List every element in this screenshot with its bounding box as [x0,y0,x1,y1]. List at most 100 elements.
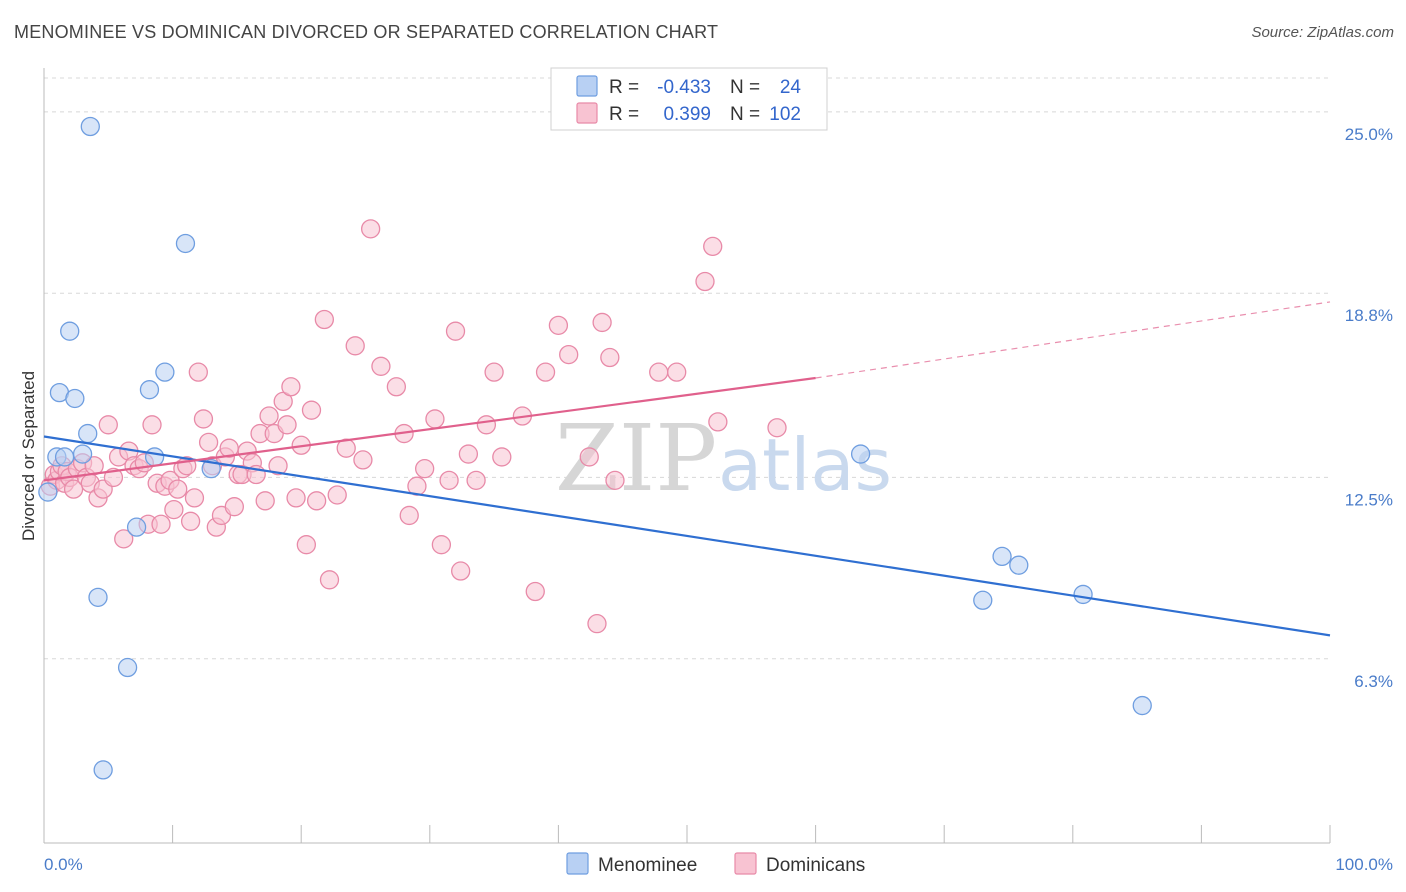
dominican-point [224,497,244,517]
dominican-point [345,336,365,356]
dominican-point [63,479,84,499]
dominican-point [466,470,486,491]
dominican-point [301,400,322,420]
dominican-point [431,535,452,555]
dominican-point [458,444,479,464]
menominee-point [88,587,108,607]
dominican-point [425,409,445,429]
dominican-point [360,219,381,239]
watermark-zip: ZIP [555,405,717,512]
dominican-point [193,409,214,429]
bottom-legend: Menominee Dominicans [566,852,865,876]
dominican-point [548,315,569,336]
dominican-point [188,362,208,382]
dominican-point [579,447,599,467]
bottom-legend-label-menominee: Menominee [598,855,697,876]
y-axis-title: Divorced or Separated [19,371,38,541]
menominee-point [175,233,196,254]
dominican-point [667,362,687,382]
dominican-point [184,488,205,508]
dominican-point [277,415,297,435]
menominee-point [126,517,147,537]
bottom-legend-swatch-menominee [566,852,589,875]
legend-swatch-dominicans [576,102,598,124]
legend-r-value-menominee: -0.433 [657,77,711,98]
dominican-point [268,456,288,476]
dominican-point [168,479,188,499]
trend-lines [43,301,1331,637]
y-tick-label: 6.3% [1354,672,1393,691]
menominee-point [155,362,175,382]
y-tick-label: 12.5% [1345,490,1393,509]
menominee-point [93,760,113,780]
dominican-point [445,321,466,341]
legend-r-value-dominicans: 0.399 [663,104,711,125]
dominican-point [198,432,219,452]
legend-r-label-dominicans: R = [609,104,639,125]
dominican-trend-extension [815,301,1331,379]
dominican-point [286,488,306,508]
dominican-point [371,356,391,376]
menominee-point [60,321,80,341]
dominican-point [525,581,545,602]
legend-swatch-menominee [576,75,598,97]
watermark: ZIP atlas [555,405,892,512]
legend-n-value-dominicans: 102 [769,104,801,125]
menominee-point [72,444,93,464]
legend-n-label-dominicans: N = [730,104,760,125]
dominican-point [386,377,407,397]
y-tick-label: 25.0% [1345,125,1393,144]
menominee-point [144,447,165,467]
dominican-point [439,470,459,491]
menominee-point [65,388,85,409]
menominee-point [139,380,160,400]
dominican-point [255,491,275,511]
dominican-point [703,236,723,257]
dominican-point [114,529,134,549]
chart-source: Source: ZipAtlas.com [1251,24,1394,41]
dominican-point [164,499,184,520]
dominican-point [535,362,556,382]
dominican-point [559,344,579,365]
menominee-trend-line [43,435,1331,637]
menominee-point [1073,584,1093,605]
menominee-point [992,546,1012,567]
grid-lines [44,77,1330,660]
chart-title: MENOMINEE VS DOMINICAN DIVORCED OR SEPAR… [14,22,719,42]
dominican-point [600,347,620,368]
menominee-point [1132,695,1152,716]
menominee-point [1009,555,1029,575]
dominican-point [415,459,435,479]
dominican-point [649,362,669,382]
dominican-point [306,491,327,511]
menominee-point [201,459,221,479]
dominican-point [319,570,340,590]
bottom-legend-label-dominicans: Dominicans [766,855,865,876]
menominee-point [80,116,100,137]
menominee-point [850,444,871,464]
dominican-point [695,271,715,292]
dominican-point [587,614,607,634]
dominican-point [296,535,316,555]
menominee-point [54,447,75,467]
legend-n-label-menominee: N = [730,77,760,98]
axes [43,68,1331,844]
y-tick-label: 18.8% [1345,306,1393,325]
dominican-point [142,415,162,435]
dominican-point [399,505,419,526]
dominican-point [98,415,118,435]
watermark-atlas: atlas [718,423,892,507]
dominican-point [327,485,347,505]
x-tick-label: 0.0% [44,855,83,874]
data-points [38,116,1152,780]
dominican-point [151,514,171,534]
dominican-point [708,412,728,432]
legend-r-label-menominee: R = [609,77,639,98]
x-tick-label: 100.0% [1335,855,1393,874]
dominican-point [484,362,504,382]
menominee-point [78,423,98,444]
menominee-point [973,590,993,610]
dominican-point [767,418,787,438]
dominican-point [592,312,612,333]
